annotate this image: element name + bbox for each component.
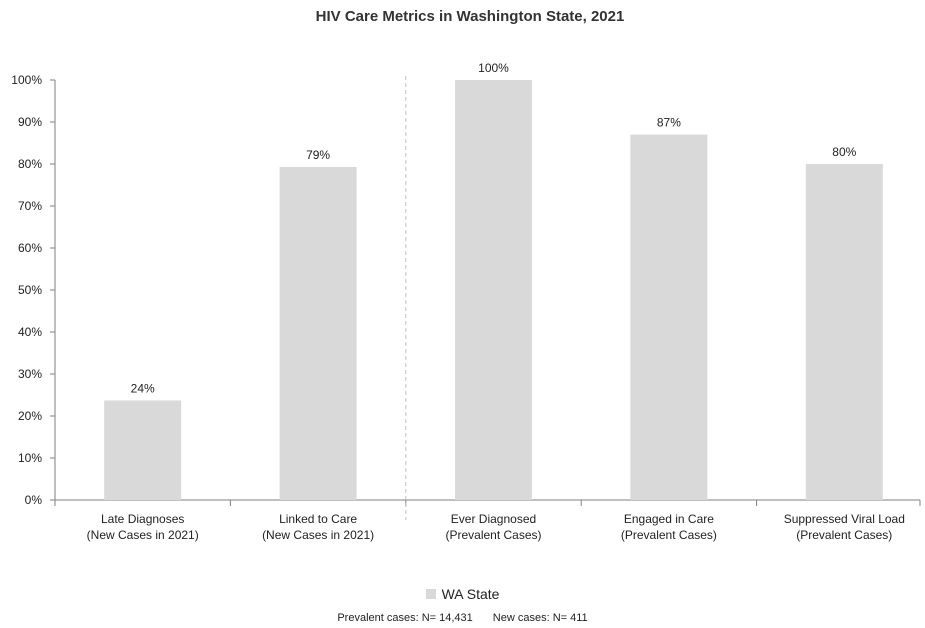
y-tick-label: 20% [18,409,42,423]
y-tick-label: 50% [18,283,42,297]
category-label: Late Diagnoses [101,512,184,526]
bar [455,80,532,500]
bar [279,166,357,500]
y-tick-label: 70% [18,199,42,213]
data-label: 100% [478,61,509,75]
category-label: Engaged in Care [624,512,714,526]
y-tick-label: 60% [18,241,42,255]
chart: HIV Care Metrics in Washington State, 20… [11,8,921,542]
y-tick-label: 10% [18,451,42,465]
legend-swatch [425,589,436,600]
bar [805,164,883,500]
bars [104,80,883,500]
data-label: 87% [657,116,681,130]
y-axis: 0% 10% 20% 30% 40% 50% 60% 70% 80% 90% 100% [11,73,56,507]
footnote-new-cases: New cases: N= 411 [492,612,588,624]
footnote-prevalent-cases: Prevalent cases: N= 14,431 [337,612,473,624]
category-label: (New Cases in 2021) [87,528,199,542]
chart-title: HIV Care Metrics in Washington State, 20… [316,8,625,25]
y-tick-label: 40% [18,325,42,339]
data-label: 80% [832,145,856,159]
category-label: Linked to Care [279,512,357,526]
y-tick-label: 0% [25,493,43,507]
legend-label: WA State [441,586,500,602]
bar [630,134,708,500]
data-label: 79% [306,148,330,162]
category-label: (New Cases in 2021) [262,528,374,542]
category-label: (Prevalent Cases) [621,528,717,542]
legend: WA State [0,586,925,602]
category-label: Suppressed Viral Load [784,512,905,526]
y-tick-label: 30% [18,367,42,381]
category-label: (Prevalent Cases) [445,528,541,542]
bar [104,400,182,500]
category-labels: Late Diagnoses (New Cases in 2021) Linked … [87,512,905,542]
category-label: Ever Diagnosed [451,512,536,526]
y-tick-label: 100% [11,73,42,87]
y-tick-label: 80% [18,157,42,171]
footnote: Prevalent cases: N= 14,431 New cases: N= … [0,612,925,624]
category-label: (Prevalent Cases) [796,528,892,542]
data-label: 24% [131,381,155,395]
data-labels: 24% 79% 100% 87% 80% [131,61,857,395]
y-tick-label: 90% [18,115,42,129]
